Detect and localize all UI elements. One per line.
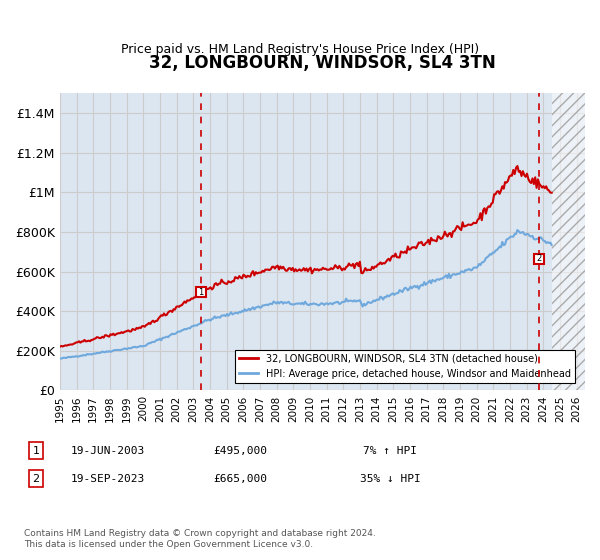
Text: 2: 2 bbox=[32, 474, 40, 484]
Text: Price paid vs. HM Land Registry's House Price Index (HPI): Price paid vs. HM Land Registry's House … bbox=[121, 43, 479, 56]
Text: 19-JUN-2003: 19-JUN-2003 bbox=[71, 446, 145, 456]
Text: £495,000: £495,000 bbox=[213, 446, 267, 456]
Bar bbox=[551, 93, 585, 390]
Text: 2: 2 bbox=[536, 254, 541, 263]
Text: 35% ↓ HPI: 35% ↓ HPI bbox=[359, 474, 421, 484]
Title: 32, LONGBOURN, WINDSOR, SL4 3TN: 32, LONGBOURN, WINDSOR, SL4 3TN bbox=[149, 54, 496, 72]
Text: 1: 1 bbox=[32, 446, 40, 456]
Bar bbox=[551, 93, 585, 390]
Text: £665,000: £665,000 bbox=[213, 474, 267, 484]
Legend: 32, LONGBOURN, WINDSOR, SL4 3TN (detached house), HPI: Average price, detached h: 32, LONGBOURN, WINDSOR, SL4 3TN (detache… bbox=[235, 350, 575, 382]
Text: 19-SEP-2023: 19-SEP-2023 bbox=[71, 474, 145, 484]
Text: Contains HM Land Registry data © Crown copyright and database right 2024.
This d: Contains HM Land Registry data © Crown c… bbox=[24, 529, 376, 549]
Text: 7% ↑ HPI: 7% ↑ HPI bbox=[363, 446, 417, 456]
Text: 1: 1 bbox=[198, 288, 203, 297]
